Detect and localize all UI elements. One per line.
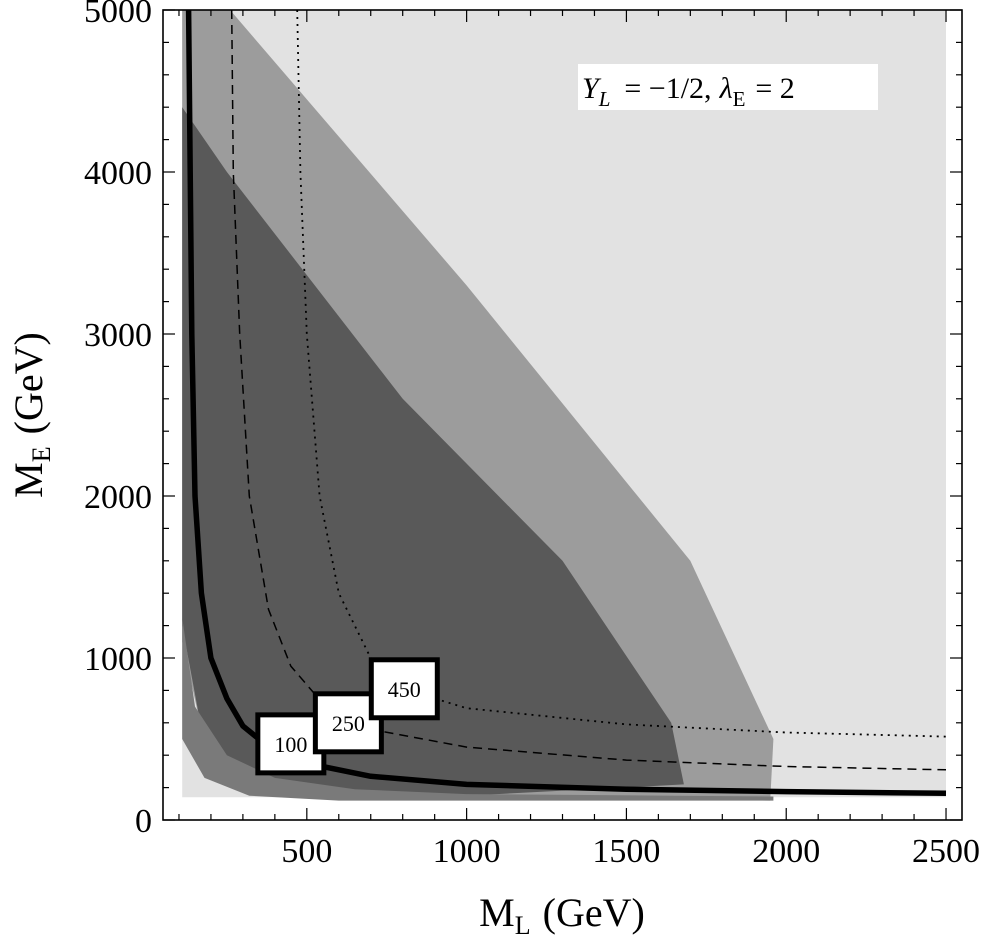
annotation-background	[578, 64, 878, 110]
y-tick-label: 2000	[84, 479, 152, 516]
annotation-lambda-symbol: λ	[719, 72, 733, 105]
x-tick-label: 2500	[912, 833, 980, 870]
annotation-box: YL = −1/2, λE = 2	[578, 64, 878, 111]
y-tick-label: 0	[135, 803, 152, 840]
annotation-text: YL = −1/2, λE = 2	[582, 72, 795, 111]
x-tick-label: 2000	[752, 833, 820, 870]
contour-line-250	[230, 10, 947, 771]
contour-label-text: 250	[332, 711, 365, 736]
contour-label-450: 450	[368, 657, 440, 721]
shaded-regions	[182, 10, 946, 801]
annotation-lambda-value: = 2	[755, 72, 794, 105]
y-tick-label: 1000	[84, 641, 152, 678]
contour-labels: 100 250 450	[255, 657, 440, 776]
x-axis-subscript: L	[515, 911, 531, 936]
y-axis-symbol: M	[6, 462, 51, 498]
x-tick-label: 500	[281, 833, 332, 870]
contour-label-250: 250	[312, 691, 384, 755]
contour-label-box	[368, 657, 440, 721]
x-tick-label: 1500	[592, 833, 660, 870]
annotation-lambda-sub: E	[733, 87, 746, 111]
y-tick-labels: 0 1000 2000 3000 4000 5000	[84, 0, 152, 840]
y-axis-unit: (GeV)	[6, 332, 51, 434]
y-tick-label: 5000	[84, 0, 152, 30]
contour-label-text: 100	[274, 732, 307, 757]
region-band-darker	[182, 617, 774, 801]
region-band-dark	[182, 107, 684, 796]
y-tick-label: 3000	[84, 317, 152, 354]
y-tick-label: 4000	[84, 155, 152, 192]
contour-label-text: 450	[388, 677, 421, 702]
annotation-y-value: = −1/2,	[624, 72, 711, 105]
contour-line-450	[296, 10, 947, 738]
y-axis-title: ME (GeV)	[6, 332, 56, 498]
x-tick-label: 1000	[433, 833, 501, 870]
annotation-y-symbol: Y	[582, 72, 602, 105]
y-axis-subscript: E	[27, 446, 56, 462]
annotation-y-sub: L	[598, 87, 611, 111]
x-axis-symbol: M	[479, 890, 515, 935]
x-axis-title: ML (GeV)	[479, 890, 645, 936]
x-axis-unit: (GeV)	[543, 890, 645, 935]
x-tick-labels: 500 1000 1500 2000 2500	[281, 833, 980, 870]
axis-ticks	[163, 9, 962, 821]
